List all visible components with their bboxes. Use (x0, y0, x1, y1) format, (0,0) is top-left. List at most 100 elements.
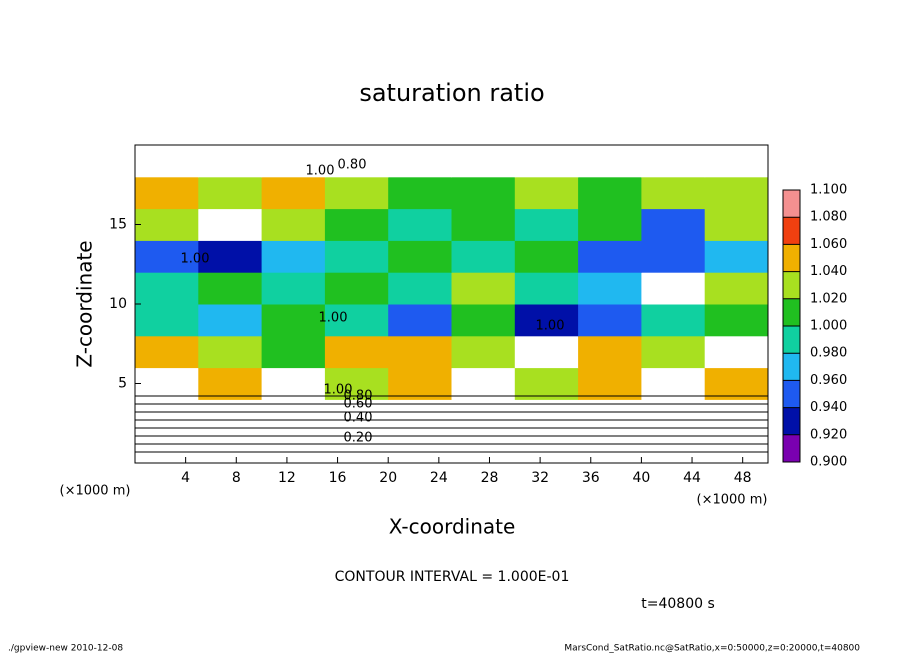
x-tick-label: 32 (531, 470, 549, 486)
heat-cell (451, 304, 516, 337)
heat-cell (388, 304, 452, 337)
x-axis-unit: (×1000 m) (697, 493, 768, 508)
colorbar-swatch (783, 271, 800, 299)
heat-cell (451, 208, 516, 241)
heat-cell (261, 335, 326, 369)
heat-cell (198, 208, 263, 241)
heat-cell (135, 208, 199, 241)
heat-cell (324, 304, 389, 337)
heat-cell (514, 145, 579, 178)
x-tick-label: 36 (582, 470, 600, 486)
heat-cell (135, 399, 199, 432)
heat-cell (324, 335, 389, 369)
heat-cell (388, 431, 452, 464)
heat-cell (261, 176, 326, 210)
heat-cell (261, 431, 326, 464)
y-axis-unit: (×1000 m) (60, 484, 131, 499)
contour-note: CONTOUR INTERVAL = 1.000E-01 (335, 569, 570, 585)
colorbar-label: 1.040 (810, 264, 847, 279)
heat-cell (388, 272, 452, 305)
x-tick-label: 28 (481, 470, 499, 486)
heat-cell (198, 240, 263, 273)
heat-cell (578, 367, 642, 400)
heat-cell (198, 431, 263, 464)
colorbar-swatch (783, 326, 800, 354)
heat-cell (704, 176, 769, 210)
heat-cell (578, 335, 642, 369)
heat-cell (324, 176, 389, 210)
heat-cell (388, 367, 452, 400)
heat-cell (578, 208, 642, 241)
y-tick-label: 5 (118, 376, 127, 392)
y-axis-label: Z-coordinate (73, 240, 97, 367)
x-tick-label: 4 (181, 470, 190, 486)
heat-cell (451, 399, 516, 432)
contour-label: 0.60 (344, 397, 373, 412)
heat-cell (388, 399, 452, 432)
heat-cell (135, 431, 199, 464)
heat-cell (198, 367, 263, 400)
heat-cell (641, 240, 706, 273)
heat-cell (324, 240, 389, 273)
heat-cell (641, 208, 706, 241)
heat-cell (261, 399, 326, 432)
x-tick-label: 44 (683, 470, 701, 486)
heat-cell (451, 145, 516, 178)
heat-cell (514, 272, 579, 305)
heat-cell (261, 240, 326, 273)
colorbar-label: 0.960 (810, 373, 847, 388)
colorbar-swatch (783, 434, 800, 462)
heat-cell (198, 145, 263, 178)
heat-cell (514, 240, 579, 273)
y-tick-label: 10 (109, 296, 127, 312)
colorbar-swatch (783, 407, 800, 435)
heat-cell (324, 367, 389, 400)
heat-cell (135, 272, 199, 305)
chart-title: saturation ratio (359, 79, 544, 107)
heat-cell (135, 240, 199, 273)
colorbar-swatch (783, 298, 800, 326)
heat-cell (514, 304, 579, 337)
heat-cell (641, 367, 706, 400)
heat-cell (578, 304, 642, 337)
colorbar-label: 1.000 (810, 319, 847, 334)
heat-cell (451, 367, 516, 400)
colorbar-label: 0.920 (810, 427, 847, 442)
contour-label: 1.00 (536, 319, 565, 334)
time-note: t=40800 s (641, 596, 715, 612)
heat-cell (451, 335, 516, 369)
heat-cell (451, 176, 516, 210)
colorbar-label: 0.980 (810, 346, 847, 361)
heat-cell (514, 335, 579, 369)
heat-cell (641, 145, 706, 178)
x-tick-label: 48 (734, 470, 752, 486)
heat-cell (198, 399, 263, 432)
heat-cell (324, 399, 389, 432)
heat-cell (388, 145, 452, 178)
heat-cell (641, 272, 706, 305)
heat-cell (324, 431, 389, 464)
heat-cell (578, 272, 642, 305)
heat-cell (704, 145, 769, 178)
heat-cell (135, 176, 199, 210)
y-tick-label: 15 (109, 217, 127, 233)
heat-cell (704, 208, 769, 241)
contour-label: 0.80 (344, 389, 373, 404)
contour-label: 0.40 (344, 411, 373, 426)
heat-cell (704, 431, 769, 464)
colorbar-label: 1.060 (810, 237, 847, 252)
heat-cell (578, 399, 642, 432)
heat-cell (198, 304, 263, 337)
heat-cell (135, 367, 199, 400)
heat-cell (261, 208, 326, 241)
heat-cell (514, 367, 579, 400)
x-axis-label: X-coordinate (389, 515, 516, 539)
heat-cell (451, 240, 516, 273)
heat-cell (388, 240, 452, 273)
heat-cell (704, 335, 769, 369)
colorbar-label: 0.900 (810, 455, 847, 470)
heat-cell (704, 272, 769, 305)
contour-label: 1.00 (324, 383, 353, 398)
contour-label: 0.20 (344, 431, 373, 446)
heat-cell (641, 335, 706, 369)
